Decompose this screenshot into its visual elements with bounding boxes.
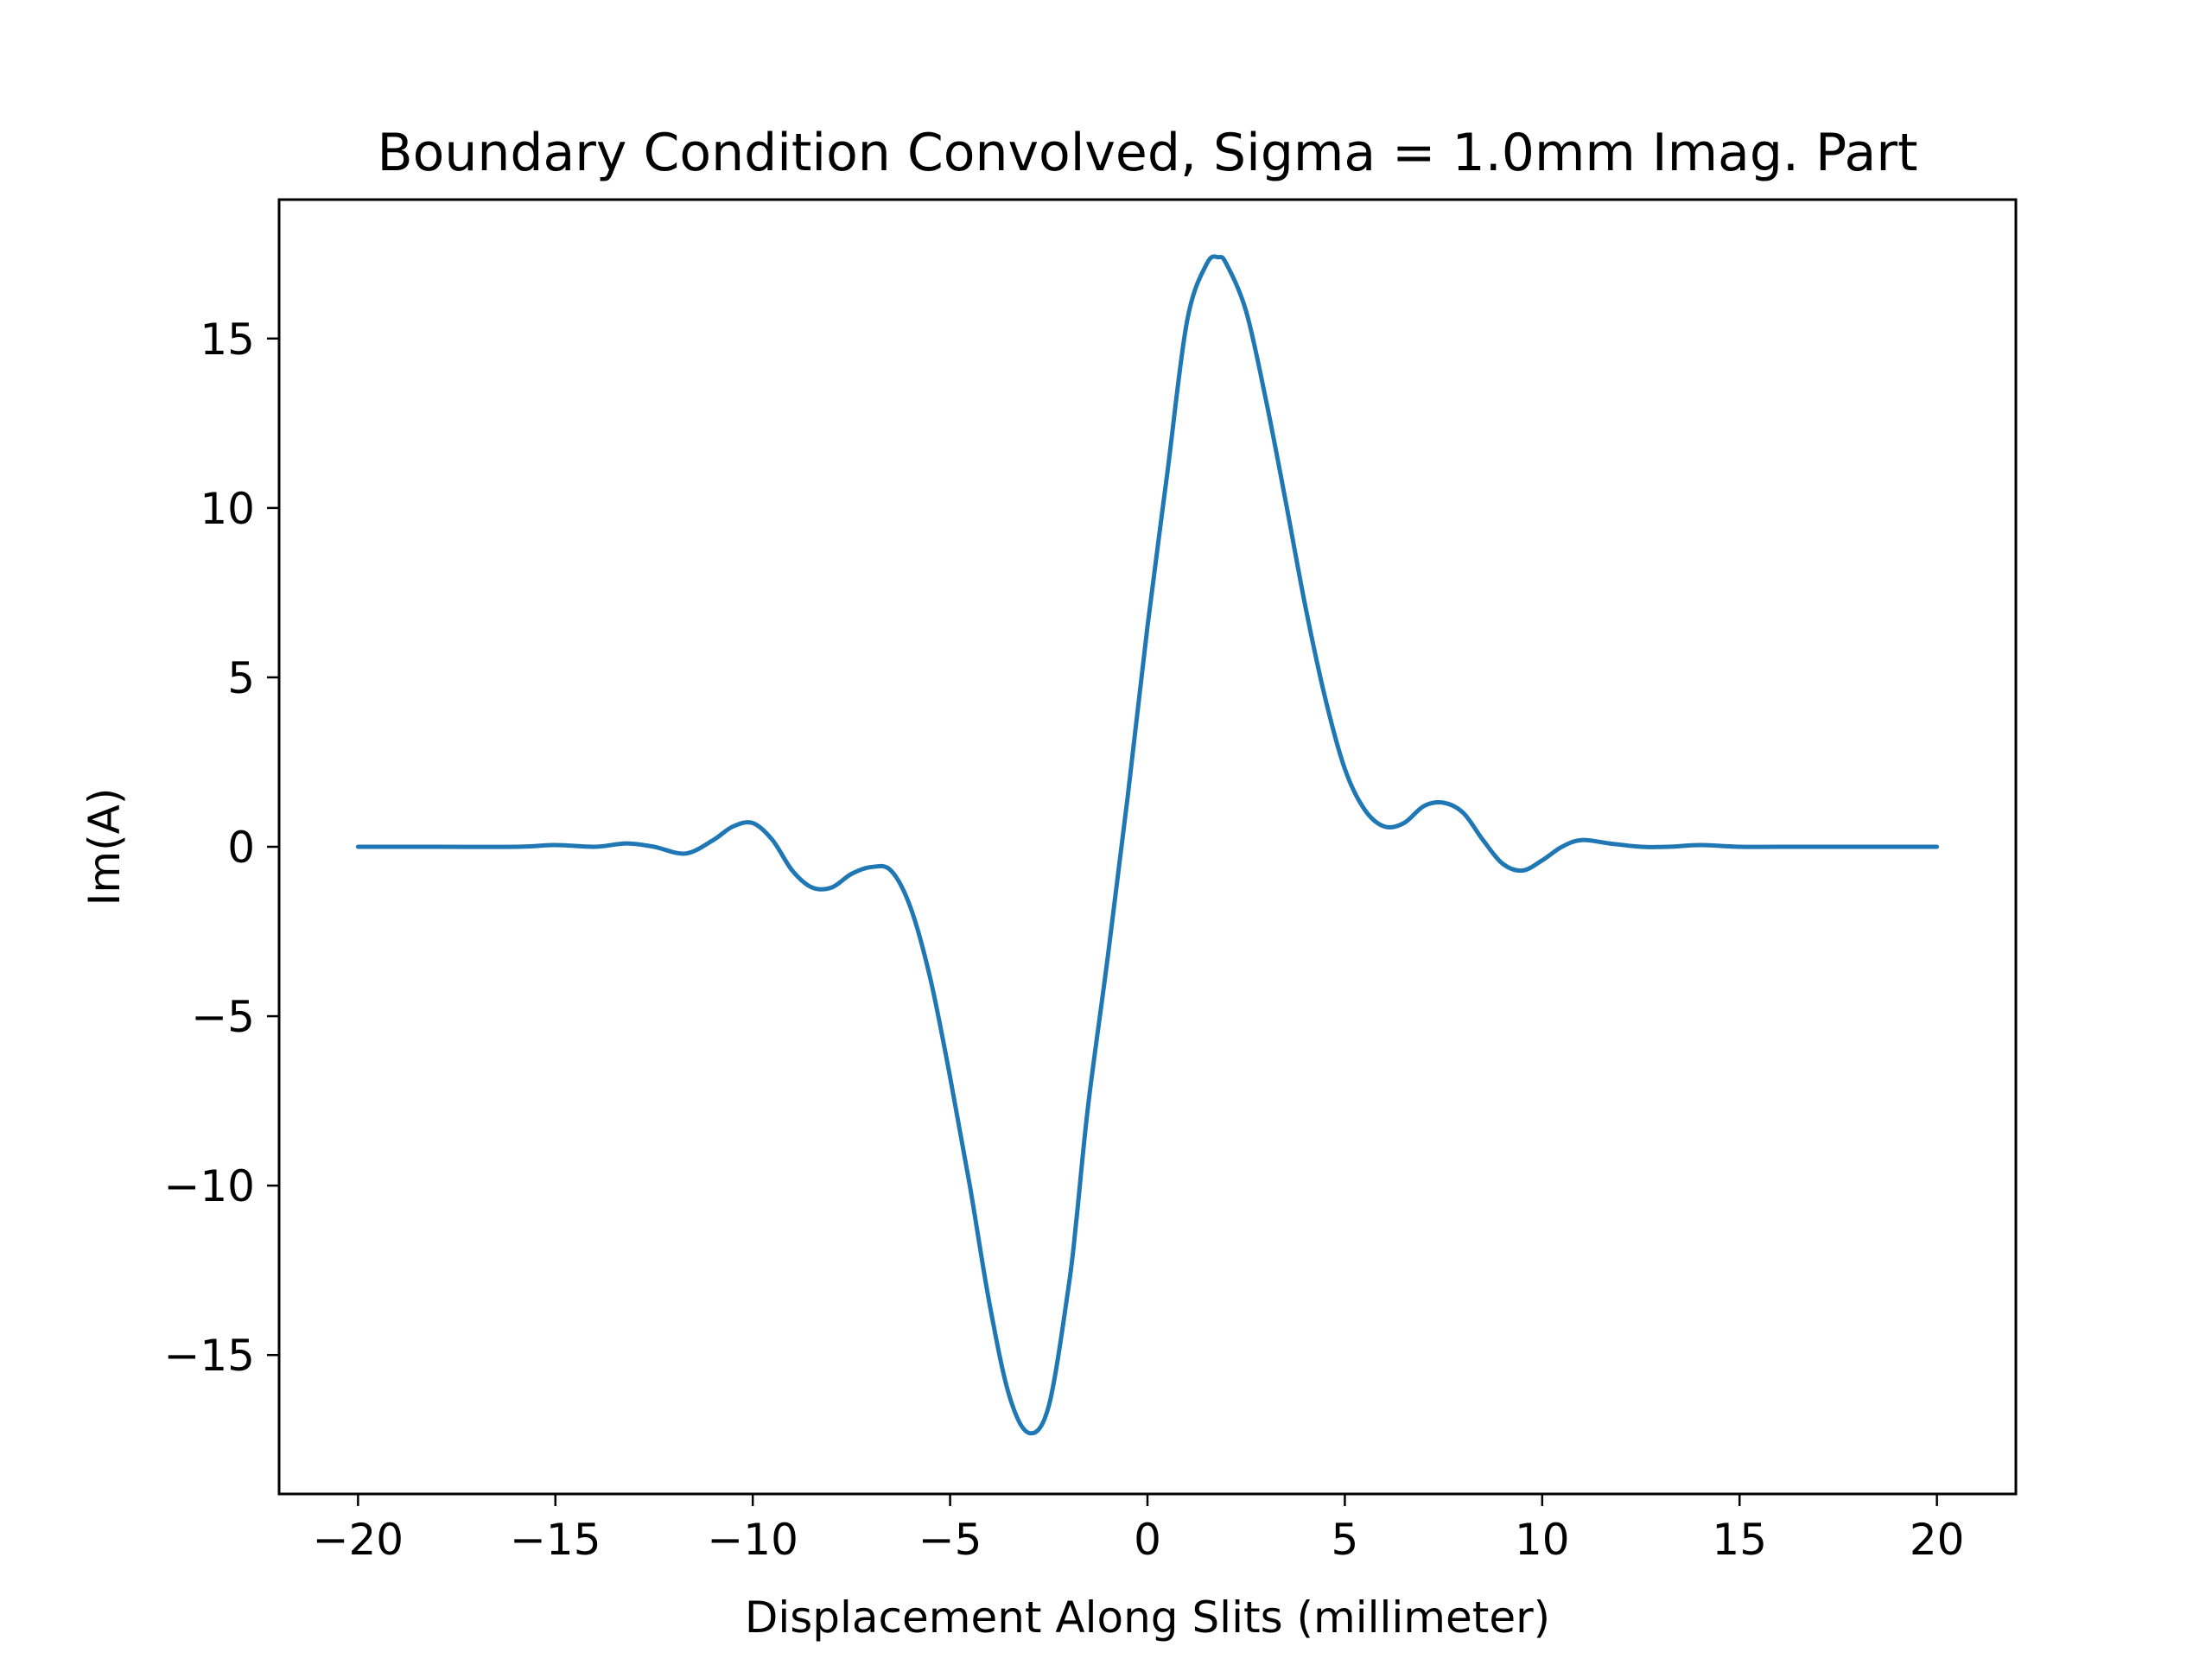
x-tick-label: 0	[1134, 1515, 1161, 1565]
x-axis-label: Displacement Along Slits (millimeter)	[745, 1592, 1550, 1643]
y-tick-label: 15	[200, 315, 255, 365]
plot-frame	[277, 198, 2018, 1496]
x-tick-label: −15	[510, 1515, 601, 1565]
y-tick-label: 0	[227, 823, 255, 873]
x-tick-label: −20	[313, 1515, 404, 1565]
series-line	[355, 254, 1940, 1436]
y-tick-label: 10	[200, 484, 255, 534]
x-tick-label: 5	[1332, 1515, 1359, 1565]
x-tick-label: −10	[707, 1515, 798, 1565]
y-tick-label: −15	[163, 1331, 255, 1381]
x-tick-label: 10	[1515, 1515, 1570, 1565]
x-axis: −20 −15 −10 −5 0 5 10 15 20	[313, 1494, 1965, 1565]
x-tick-label: 20	[1910, 1515, 1965, 1565]
x-tick-label: 15	[1712, 1515, 1767, 1565]
y-tick-label: −10	[163, 1161, 255, 1211]
chart-title: Boundary Condition Convolved, Sigma = 1.…	[377, 123, 1917, 183]
y-axis: −15 −10 −5 0 5 10 15	[163, 315, 279, 1381]
x-tick-label: −5	[918, 1515, 982, 1565]
y-axis-label: Im(A)	[79, 788, 130, 906]
y-tick-label: 5	[227, 653, 255, 703]
y-tick-label: −5	[191, 992, 255, 1042]
